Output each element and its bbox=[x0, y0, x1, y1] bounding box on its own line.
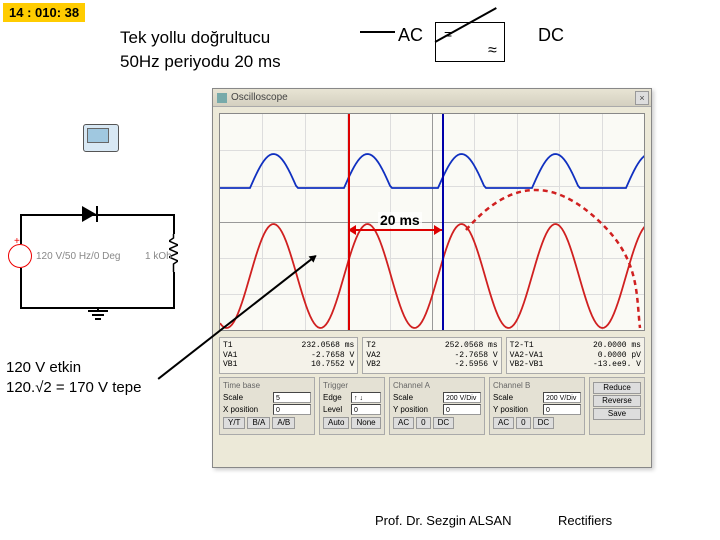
cursor-t2[interactable] bbox=[442, 114, 444, 330]
cha-ac-button[interactable]: AC bbox=[393, 417, 414, 429]
osc-title: Oscilloscope bbox=[231, 92, 288, 103]
trigger-edge-field[interactable]: ↑ ↓ bbox=[351, 392, 381, 403]
chb-zero-button[interactable]: 0 bbox=[516, 417, 530, 429]
trigger-auto-button[interactable]: Auto bbox=[323, 417, 349, 429]
slide-number-tag: 14 : 010: 38 bbox=[3, 3, 85, 22]
title-line-1: Tek yollu doğrultucu bbox=[120, 28, 270, 48]
meas-box-t2: T2252.0568 ms VA2-2.7658 V VB2-2.5956 V bbox=[362, 337, 501, 374]
osc-app-icon bbox=[217, 93, 227, 103]
diode-icon bbox=[82, 206, 96, 222]
footer-author: Prof. Dr. Sezgin ALSAN bbox=[375, 513, 512, 528]
footer-topic: Rectifiers bbox=[558, 513, 612, 528]
timebase-group: Time base Scale5 00ms/div X position0 Y/… bbox=[219, 377, 315, 435]
meas-box-delta: T2-T120.0000 ms VA2-VA10.0000 pV VB2-VB1… bbox=[506, 337, 645, 374]
acdc-input-wire bbox=[360, 31, 395, 33]
circuit-diagram: + 120 V/50 Hz/0 Deg 1 kOh bbox=[0, 114, 212, 324]
resistor-label: 1 kOh bbox=[145, 251, 172, 262]
trigger-group: Trigger Edge↑ ↓ Level0 AutoNone bbox=[319, 377, 385, 435]
ac-source-icon bbox=[8, 244, 32, 268]
acdc-eq-symbol: = bbox=[444, 26, 452, 42]
oscilloscope-window: Oscilloscope × 20 ms T1232.0568 ms VA1-2… bbox=[212, 88, 652, 468]
timebase-xpos-field[interactable]: 0 bbox=[273, 404, 311, 415]
dc-label: DC bbox=[538, 25, 564, 46]
scope-icon bbox=[83, 124, 119, 152]
side-buttons: Reduce Reverse Save bbox=[589, 377, 645, 435]
chb-dc-button[interactable]: DC bbox=[533, 417, 555, 429]
reverse-button[interactable]: Reverse bbox=[593, 395, 641, 407]
trigger-none-button[interactable]: None bbox=[351, 417, 380, 429]
reduce-button[interactable]: Reduce bbox=[593, 382, 641, 394]
cha-ypos-field[interactable]: 0 bbox=[443, 404, 481, 415]
cha-dc-button[interactable]: DC bbox=[433, 417, 455, 429]
ac-label: AC bbox=[398, 25, 423, 46]
save-button[interactable]: Save bbox=[593, 408, 641, 420]
waveforms bbox=[220, 114, 645, 331]
ba-button[interactable]: B/A bbox=[247, 417, 270, 429]
acdc-approx-symbol: ≈ bbox=[488, 42, 497, 60]
oscilloscope-screen: 20 ms bbox=[219, 113, 645, 331]
meas-box-t1: T1232.0568 ms VA1-2.7658 V VB110.7552 V bbox=[219, 337, 358, 374]
source-label: 120 V/50 Hz/0 Deg bbox=[36, 251, 121, 262]
period-arrow bbox=[348, 229, 442, 231]
title-line-2: 50Hz periyodu 20 ms bbox=[120, 52, 281, 72]
chb-scale-field[interactable]: 200 V/Div bbox=[543, 392, 581, 403]
measurement-panels: T1232.0568 ms VA1-2.7658 V VB110.7552 V … bbox=[213, 337, 651, 374]
close-icon[interactable]: × bbox=[635, 91, 649, 105]
ab-button[interactable]: A/B bbox=[272, 417, 295, 429]
annotation-120v: 120 V etkin 120.√2 = 170 V tepe bbox=[6, 358, 141, 397]
chb-ypos-field[interactable]: 0 bbox=[543, 404, 581, 415]
yt-button[interactable]: Y/T bbox=[223, 417, 245, 429]
osc-titlebar[interactable]: Oscilloscope × bbox=[213, 89, 651, 107]
cha-scale-field[interactable]: 200 V/Div bbox=[443, 392, 481, 403]
channel-a-group: Channel A Scale200 V/Div Y position0 AC0… bbox=[389, 377, 485, 435]
timebase-scale-field[interactable]: 5 00ms/div bbox=[273, 392, 311, 403]
source-polarity: + bbox=[14, 236, 20, 247]
channel-b-group: Channel B Scale200 V/Div Y position0 AC0… bbox=[489, 377, 585, 435]
trigger-level-field[interactable]: 0 bbox=[351, 404, 381, 415]
period-label: 20 ms bbox=[378, 212, 422, 228]
control-row: Time base Scale5 00ms/div X position0 Y/… bbox=[213, 374, 651, 435]
cursor-t1[interactable] bbox=[348, 114, 350, 330]
cha-zero-button[interactable]: 0 bbox=[416, 417, 430, 429]
chb-ac-button[interactable]: AC bbox=[493, 417, 514, 429]
diode-bar bbox=[96, 206, 98, 222]
